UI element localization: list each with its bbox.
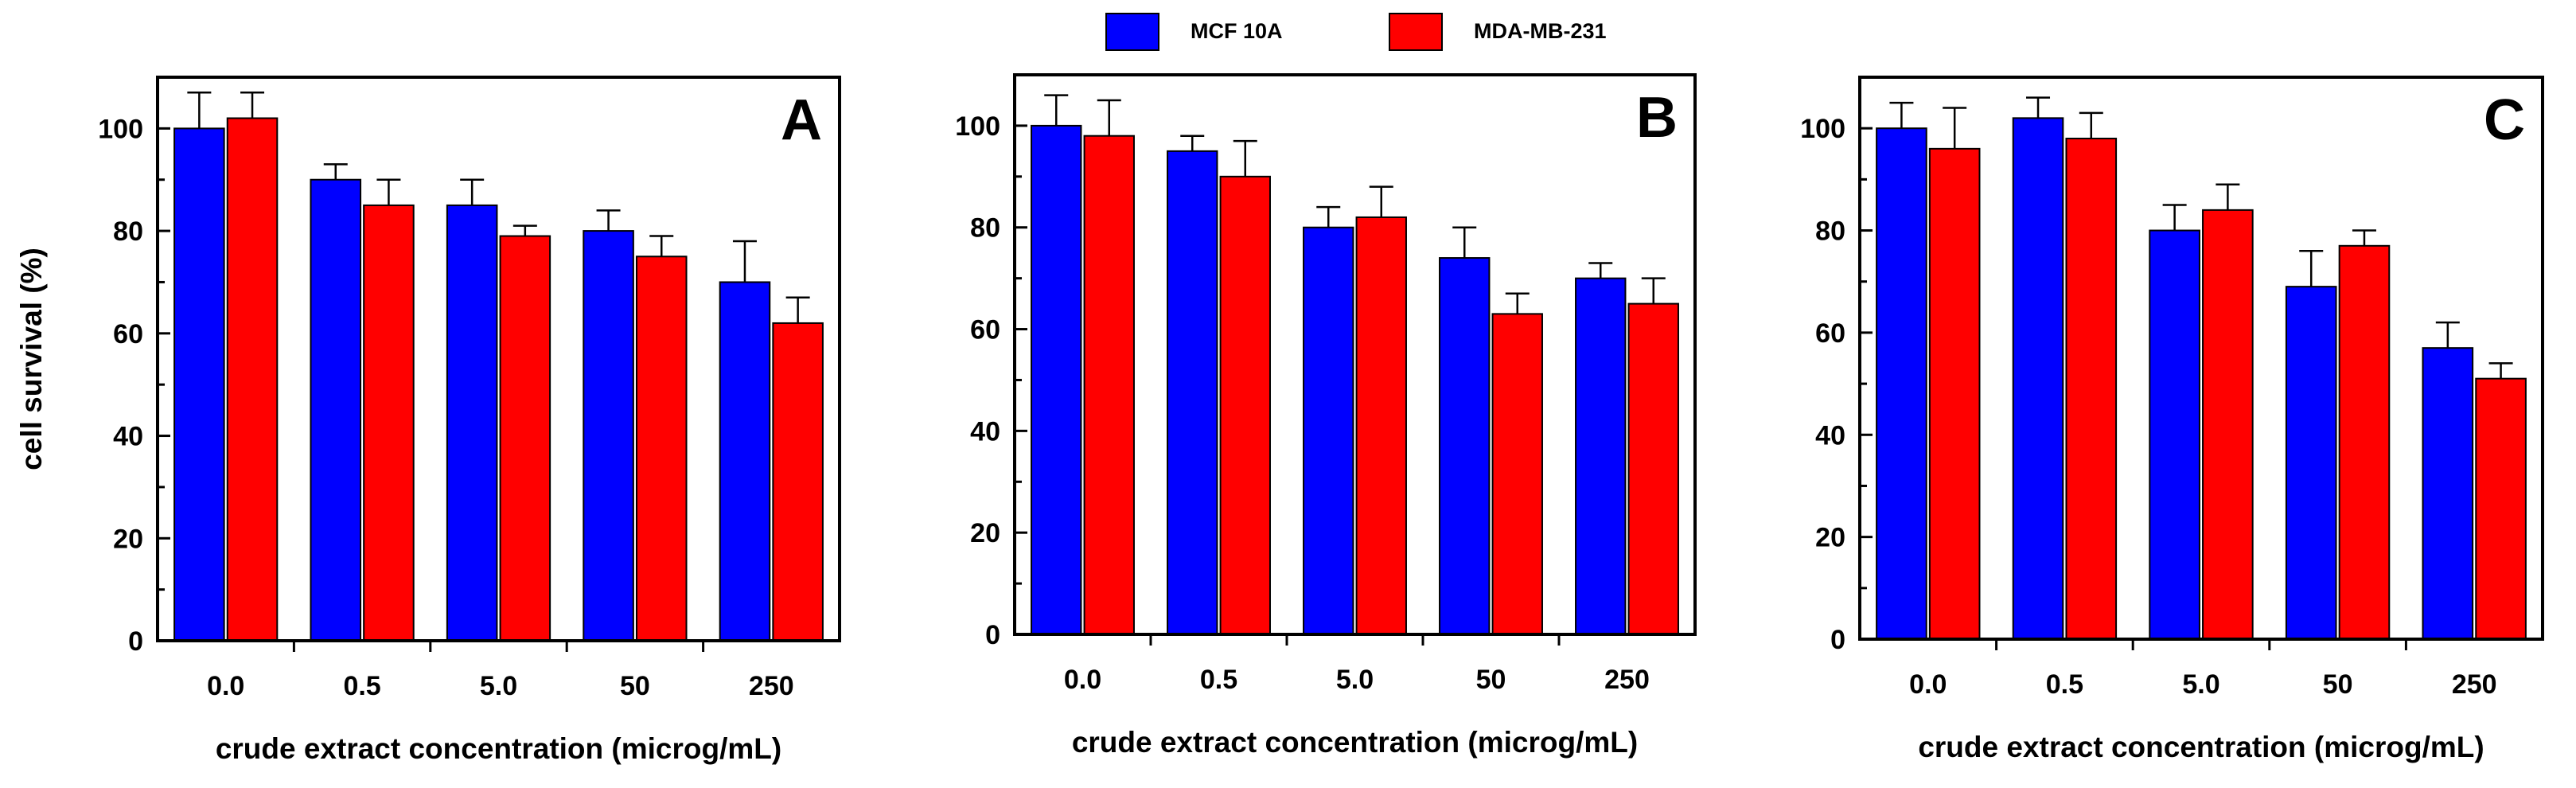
bar-c-mdamb231-0 — [1928, 147, 1981, 640]
bar-c-mcf10a-0 — [1876, 127, 1927, 640]
bar-a-mdamb231-1 — [363, 204, 415, 642]
x-tick-label-c-3: 50 — [2323, 669, 2353, 700]
bar-b-mdamb231-3 — [1491, 313, 1543, 635]
bar-c-mdamb231-2 — [2202, 209, 2254, 640]
x-tick-label-c-4: 250 — [2452, 669, 2497, 700]
bar-b-mdamb231-2 — [1355, 216, 1407, 636]
y-tick-label-a-60: 60 — [113, 319, 143, 349]
bar-b-mcf10a-3 — [1439, 257, 1491, 635]
plot-frame-c — [1858, 76, 2544, 641]
x-tick-label-b-1: 0.5 — [1200, 665, 1237, 695]
legend-label-mdamb231: MDA-MB-231 — [1474, 19, 1607, 43]
x-tick-label-c-2: 5.0 — [2182, 669, 2219, 700]
bar-a-mdamb231-4 — [772, 322, 824, 642]
plot-frame-a — [156, 76, 841, 642]
x-tick-label-a-1: 0.5 — [343, 671, 380, 701]
bar-c-mdamb231-1 — [2065, 138, 2118, 640]
panel-label-a: A — [781, 88, 822, 152]
y-tick-label-c-20: 20 — [1815, 523, 1845, 553]
y-tick-label-c-100: 100 — [1800, 114, 1845, 144]
panel-label-c: C — [2484, 88, 2525, 152]
legend: MCF 10A MDA-MB-231 — [1105, 13, 1607, 51]
x-tick-label-b-0: 0.0 — [1064, 665, 1101, 695]
y-tick-label-c-80: 80 — [1815, 217, 1845, 247]
y-tick-label-b-80: 80 — [970, 213, 1000, 244]
y-tick-label-a-80: 80 — [113, 217, 143, 247]
bar-c-mdamb231-4 — [2475, 377, 2527, 640]
y-tick-label-c-60: 60 — [1815, 318, 1845, 349]
y-tick-label-a-0: 0 — [128, 626, 143, 657]
plot-frame-b — [1013, 73, 1697, 636]
legend-swatch-mcf10a — [1105, 13, 1159, 51]
x-tick-label-b-4: 250 — [1604, 665, 1650, 695]
bar-b-mcf10a-4 — [1575, 277, 1627, 635]
bar-a-mcf10a-2 — [446, 204, 498, 642]
bar-a-mcf10a-3 — [583, 230, 634, 642]
x-tick-label-b-3: 50 — [1476, 665, 1506, 695]
x-tick-label-b-2: 5.0 — [1336, 665, 1374, 695]
bar-b-mcf10a-1 — [1167, 150, 1218, 635]
y-tick-label-b-0: 0 — [985, 620, 1000, 650]
bar-b-mdamb231-0 — [1083, 135, 1135, 635]
bar-a-mdamb231-2 — [499, 235, 551, 642]
bar-b-mdamb231-1 — [1219, 175, 1271, 635]
y-tick-label-c-40: 40 — [1815, 420, 1845, 451]
legend-label-mcf10a: MCF 10A — [1191, 19, 1283, 43]
y-tick-label-b-40: 40 — [970, 416, 1000, 447]
y-tick-label-a-20: 20 — [113, 524, 143, 554]
legend-swatch-mdamb231 — [1389, 13, 1443, 51]
y-tick-label-a-100: 100 — [98, 114, 143, 144]
x-tick-label-c-0: 0.0 — [1909, 669, 1947, 700]
y-axis-title-a: cell survival (%) — [15, 248, 48, 470]
bar-b-mcf10a-2 — [1303, 226, 1354, 635]
y-tick-label-b-20: 20 — [970, 518, 1000, 548]
bar-a-mcf10a-4 — [719, 281, 771, 642]
x-axis-title-c: crude extract concentration (microg/mL) — [1918, 731, 2484, 763]
bar-a-mcf10a-1 — [310, 178, 362, 642]
y-tick-label-b-60: 60 — [970, 315, 1000, 345]
y-tick-label-c-0: 0 — [1830, 625, 1845, 655]
bar-c-mcf10a-4 — [2422, 347, 2474, 640]
bar-b-mdamb231-4 — [1627, 302, 1679, 635]
bar-b-mcf10a-0 — [1031, 124, 1082, 635]
bar-a-mcf10a-0 — [173, 127, 225, 642]
bar-c-mcf10a-3 — [2285, 286, 2337, 640]
y-tick-label-a-40: 40 — [113, 422, 143, 452]
x-axis-title-a: crude extract concentration (microg/mL) — [216, 732, 781, 765]
x-tick-label-a-3: 50 — [620, 671, 650, 701]
bar-a-mdamb231-0 — [226, 117, 279, 642]
bar-c-mcf10a-2 — [2149, 229, 2200, 640]
bar-a-mdamb231-3 — [635, 256, 688, 642]
bar-c-mcf10a-1 — [2012, 117, 2064, 640]
panel-label-b: B — [1636, 86, 1678, 150]
x-tick-label-a-0: 0.0 — [207, 671, 244, 701]
y-tick-label-b-100: 100 — [955, 111, 1000, 142]
x-axis-title-b: crude extract concentration (microg/mL) — [1072, 726, 1638, 759]
x-tick-label-c-1: 0.5 — [2046, 669, 2083, 700]
x-tick-label-a-2: 5.0 — [480, 671, 517, 701]
bar-c-mdamb231-3 — [2338, 244, 2391, 640]
x-tick-label-a-4: 250 — [749, 671, 794, 701]
